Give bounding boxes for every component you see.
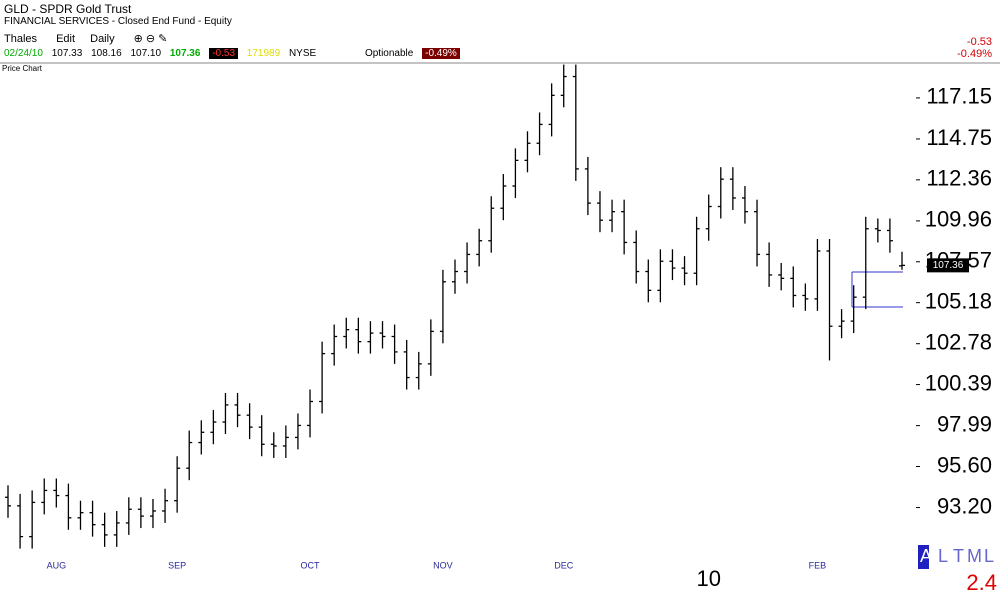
date: 02/24/10 (4, 48, 43, 59)
edit-button[interactable]: Edit (56, 33, 76, 45)
x-tick-label: SEP (168, 560, 186, 570)
low: 107.10 (130, 48, 162, 59)
last: 107.36 (169, 48, 201, 59)
footer-letter[interactable]: M (967, 546, 982, 566)
zoom-icons[interactable]: ⊕ ⊖ ✎ (133, 33, 168, 45)
footer-letter[interactable]: L (984, 546, 994, 566)
right-quote: -0.53 -0.49% (957, 36, 992, 60)
y-tick-label: 95.60 (937, 452, 992, 477)
panel-label: Price Chart (2, 64, 43, 73)
x-tick-label: NOV (433, 560, 453, 570)
x-tick-label: FEB (809, 560, 827, 570)
period[interactable]: Daily (90, 33, 115, 45)
footer-value: 2.4 (966, 570, 997, 595)
open: 107.33 (51, 48, 83, 59)
last-price-box (927, 258, 969, 273)
y-tick-label: 102.78 (925, 330, 992, 355)
footer-letter[interactable]: A (920, 546, 932, 566)
high: 108.16 (91, 48, 122, 59)
right-change-pct: -0.49% (957, 48, 992, 60)
subtitle: FINANCIAL SERVICES - Closed End Fund - E… (4, 16, 232, 27)
y-tick-label: 93.20 (937, 493, 992, 518)
quote-line: 02/24/10 107.33 108.16 107.10 107.36 -0.… (4, 48, 466, 59)
y-tick-label: 117.15 (926, 84, 992, 109)
y-tick-label: 114.75 (926, 125, 992, 150)
x-tick-label: 10 (696, 566, 720, 591)
exchange: NYSE (288, 48, 317, 59)
footer-letter[interactable]: L (938, 546, 948, 566)
x-tick-label: AUG (47, 560, 67, 570)
title: GLD - SPDR Gold Trust (4, 2, 132, 16)
toolbar: Thales Edit Daily ⊕ ⊖ ✎ (4, 32, 173, 45)
right-change: -0.53 (966, 36, 992, 48)
last-price-label: 107.36 (933, 260, 964, 271)
change-pct: -0.49% (422, 48, 460, 59)
letter-highlight (918, 545, 929, 569)
y-tick-label: 112.36 (926, 166, 992, 191)
y-tick-label: 97.99 (937, 411, 992, 436)
x-tick-label: DEC (554, 560, 574, 570)
y-tick-label: 105.18 (925, 288, 992, 313)
header: GLD - SPDR Gold Trust FINANCIAL SERVICES… (0, 0, 1000, 63)
account[interactable]: Thales (4, 33, 38, 45)
optionable: Optionable (364, 48, 414, 59)
volume: 171989 (246, 48, 281, 59)
y-tick-label: 109.96 (925, 207, 992, 232)
footer-letter[interactable]: T (953, 546, 964, 566)
x-tick-label: OCT (301, 560, 321, 570)
y-tick-label: 100.39 (925, 370, 992, 395)
change: -0.53 (209, 48, 239, 59)
